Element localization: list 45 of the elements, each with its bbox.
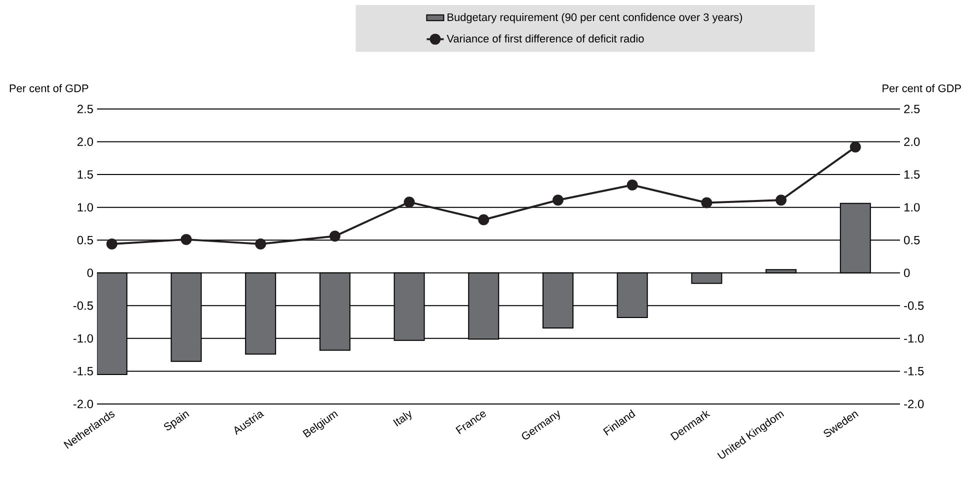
y2-axis-title: Per cent of GDP — [882, 84, 961, 92]
y2-tick-label: 0.5 — [904, 236, 920, 244]
y-tick-label: 0 — [87, 268, 94, 278]
legend-label: Variance of first difference of deficit radio — [446, 34, 644, 43]
point — [552, 194, 564, 206]
y-tick-label: 1.0 — [78, 203, 94, 212]
y-tick-label: 1.5 — [78, 170, 93, 179]
y-tick-label: -0.5 — [73, 301, 93, 310]
point — [850, 142, 861, 153]
y2-tick-label: -1.0 — [904, 334, 924, 343]
legend-label: Budgetary requirement (90 per cent confidence over 3 years) — [448, 13, 742, 24]
bar — [170, 272, 202, 362]
y-tick-label: 2.5 — [77, 104, 93, 114]
y-axis-title: Per cent of GDP — [10, 84, 88, 92]
y2-tick-label: -2.0 — [904, 400, 924, 408]
y-tick-label: 2.0 — [77, 138, 94, 146]
point — [180, 234, 192, 245]
bar — [542, 272, 574, 328]
bar — [319, 272, 350, 351]
bar — [468, 272, 500, 340]
y2-tick-label: -1.5 — [904, 367, 924, 376]
y2-tick-label: 1.5 — [904, 170, 920, 179]
point — [255, 238, 266, 250]
bar — [97, 272, 128, 375]
y2-tick-label: 0 — [904, 268, 910, 278]
y2-tick-label: 2.0 — [904, 138, 920, 146]
y-tick-label: -1.0 — [73, 334, 94, 343]
point — [329, 230, 340, 242]
bar — [616, 272, 648, 318]
y-tick-label: -2.0 — [73, 400, 94, 408]
y2-tick-label: -0.5 — [904, 301, 924, 310]
bar — [840, 202, 871, 274]
bar — [245, 272, 276, 355]
x-tick-label: Italy — [393, 410, 412, 426]
point — [106, 238, 118, 250]
point — [701, 197, 712, 208]
bar — [394, 272, 425, 341]
point — [404, 196, 415, 208]
point — [626, 180, 638, 191]
point — [776, 194, 787, 206]
y-tick-label: 0.5 — [77, 236, 93, 244]
y-tick-label: -1.5 — [73, 367, 93, 376]
y2-tick-label: 2.5 — [904, 104, 920, 114]
point — [478, 214, 490, 226]
y2-tick-label: 1.0 — [904, 203, 920, 212]
